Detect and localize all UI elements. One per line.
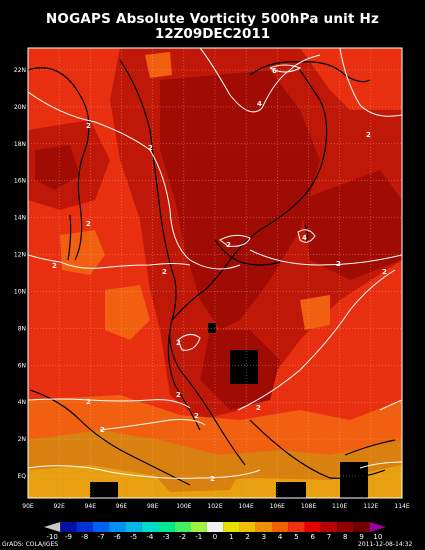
map-title: NOGAPS Absolute Vorticity 500hPa unit Hz <box>45 11 380 27</box>
contour-label: 2 <box>148 144 153 152</box>
lon-tick-label: 106E <box>270 503 285 510</box>
colorbar-label: -3 <box>163 533 170 541</box>
lat-tick-label: 14N <box>14 215 26 222</box>
colorbar-label: 10 <box>373 533 382 541</box>
contour-label: 2 <box>86 398 91 406</box>
colorbar-label: 0 <box>213 533 217 541</box>
coastlines <box>28 59 396 486</box>
lat-tick-label: 12N <box>14 252 26 259</box>
lon-tick-label: 94E <box>85 503 97 510</box>
contour-label: 2 <box>162 268 167 276</box>
lat-tick-label: 10N <box>14 288 26 295</box>
colorbar-swatch <box>44 522 61 532</box>
lon-tick-label: 96E <box>116 503 128 510</box>
colorbar-label: 8 <box>343 533 347 541</box>
vorticity-field: 2 2 2 2 2 2 2 2 2 2 2 2 2 2 2 2 4 4 6 <box>28 48 402 498</box>
colorbar-swatch <box>206 522 224 532</box>
contour-label: 2 <box>100 426 105 434</box>
contour-label: 2 <box>210 475 215 483</box>
lat-tick-label: 22N <box>14 67 26 74</box>
colorbar-swatch <box>288 522 305 532</box>
colorbar-label: 5 <box>294 533 298 541</box>
colorbar-swatch <box>76 522 93 532</box>
lon-tick-label: 108E <box>301 503 316 510</box>
colorbar-label: -7 <box>98 533 105 541</box>
colorbar-label: 4 <box>278 533 283 541</box>
colorbar-swatch <box>92 522 110 532</box>
colorbar-swatch <box>272 522 289 532</box>
contour-label: 2 <box>194 412 199 420</box>
vorticity-contours <box>28 48 402 479</box>
lon-tick-label: 104E <box>239 503 254 510</box>
colorbar-label: -4 <box>146 533 154 541</box>
contour-label: 2 <box>382 268 387 276</box>
colorbar-label: 2 <box>245 533 249 541</box>
lat-tick-label: 8N <box>18 325 26 332</box>
contour-label: 2 <box>256 404 261 412</box>
contour-label: 2 <box>176 391 181 399</box>
colorbar-swatch <box>190 522 207 532</box>
colorbar-label: -9 <box>65 533 72 541</box>
contour-label: 2 <box>86 122 91 130</box>
lat-tick-label: 2N <box>18 436 26 443</box>
colorbar-swatch <box>60 522 77 532</box>
colorbar: -10 -9 -8 -7 -6 -5 -4 -3 -2 -1 0 1 2 3 4 5 6 7 8 9 10 <box>44 522 386 541</box>
colorbar-swatch <box>255 522 272 532</box>
map-time: 12Z09DEC2011 <box>154 26 271 42</box>
lon-tick-label: 100E <box>176 503 191 510</box>
lon-tick-label: 110E <box>332 503 347 510</box>
colorbar-label: -1 <box>195 533 202 541</box>
colorbar-label: 9 <box>359 533 363 541</box>
colorbar-label: 3 <box>262 533 266 541</box>
colorbar-label: -10 <box>46 533 57 541</box>
contour-label: 6 <box>272 67 277 75</box>
lat-tick-label: EQ <box>17 473 26 480</box>
colorbar-label: 1 <box>229 533 233 541</box>
contour-label: 2 <box>336 260 341 268</box>
colorbar-swatch <box>109 522 126 532</box>
colorbar-swatch <box>337 522 354 532</box>
colorbar-swatch <box>174 522 191 532</box>
lat-tick-label: 18N <box>14 141 26 148</box>
lon-tick-label: 92E <box>53 503 65 510</box>
colorbar-swatch <box>369 522 386 532</box>
contour-label: 2 <box>176 339 181 347</box>
lon-tick-label: 112E <box>363 503 378 510</box>
contour-label-group: 2 2 2 2 2 2 2 2 2 2 2 2 2 2 2 2 4 4 6 <box>52 67 387 483</box>
colorbar-label: 6 <box>310 533 315 541</box>
colorbar-swatch <box>320 522 338 532</box>
lat-tick-label: 6N <box>18 362 26 369</box>
lat-tick-label: 4N <box>18 399 26 406</box>
colorbar-swatch <box>239 522 256 532</box>
colorbar-label: 7 <box>327 533 331 541</box>
contour-label: 2 <box>86 220 91 228</box>
colorbar-label: -5 <box>130 533 137 541</box>
credit-right: 2011-12-08-14:32 <box>358 541 413 548</box>
contour-label: 2 <box>366 131 371 139</box>
contour-label: 2 <box>226 241 231 249</box>
colorbar-swatch <box>141 522 158 532</box>
lon-tick-label: 114E <box>394 503 409 510</box>
credit-left: GrADS: COLA/IGES <box>2 541 59 548</box>
contour-label: 4 <box>302 234 307 242</box>
contour-label: 2 <box>52 262 57 270</box>
lon-tick-label: 90E <box>22 503 34 510</box>
colorbar-label: -2 <box>179 533 186 541</box>
lon-tick-label: 102E <box>207 503 222 510</box>
colorbar-swatch <box>158 522 175 532</box>
colorbar-swatch <box>353 522 370 532</box>
colorbar-swatch <box>223 522 240 532</box>
colorbar-swatch <box>125 522 142 532</box>
lat-tick-label: 16N <box>14 178 26 185</box>
contour-label: 4 <box>257 100 262 108</box>
colorbar-label: -8 <box>81 533 88 541</box>
colorbar-swatch <box>304 522 321 532</box>
colorbar-label: -6 <box>114 533 122 541</box>
lat-tick-label: 20N <box>14 104 26 111</box>
lon-tick-label: 98E <box>147 503 159 510</box>
